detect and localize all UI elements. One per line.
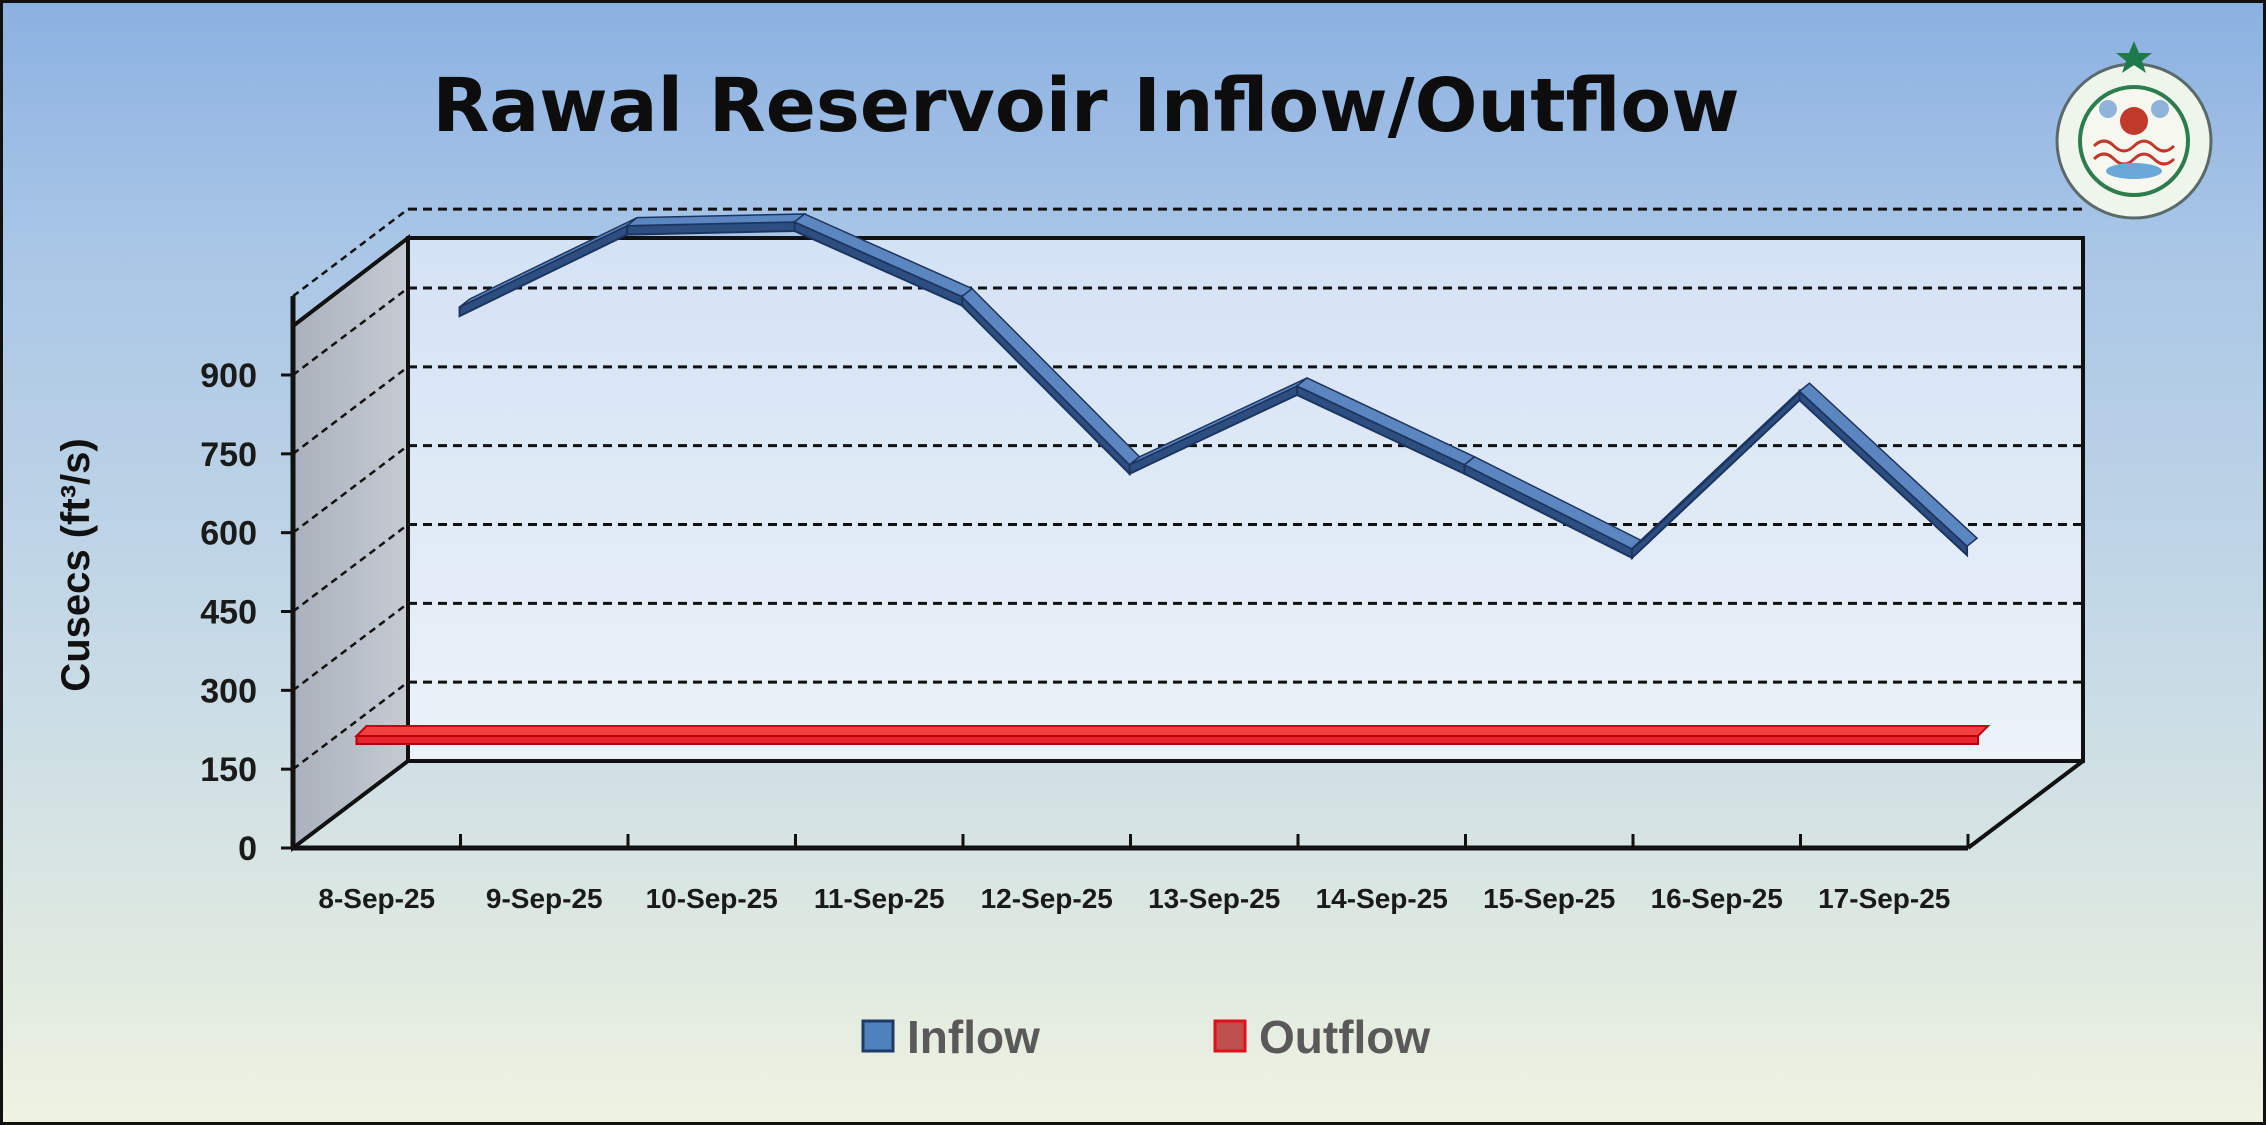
- y-tick-label: 450: [200, 594, 257, 632]
- y-axis-label: Cusecs (ft³/s): [54, 438, 98, 691]
- grid-diagonal: [292, 602, 409, 692]
- y-tick-label: 150: [200, 751, 257, 789]
- gridlines: [292, 207, 2083, 771]
- grid-diagonal: [292, 681, 409, 771]
- legend-swatch-inflow: [861, 1019, 895, 1053]
- x-tick-label: 13-Sep-25: [1148, 883, 1280, 914]
- x-tick-label: 8-Sep-25: [318, 883, 435, 914]
- side-wall: [291, 233, 410, 853]
- x-tick-label: 15-Sep-25: [1483, 883, 1615, 914]
- grid-diagonal: [292, 523, 409, 613]
- y-tick-label: 750: [200, 436, 257, 474]
- x-tick-label: 17-Sep-25: [1818, 883, 1950, 914]
- y-tick-label: 600: [200, 515, 257, 553]
- y-tick-label: 0: [238, 830, 257, 868]
- y-tick-label: 300: [200, 672, 257, 710]
- series-segment-top: [1798, 382, 1979, 548]
- back-wall: [406, 236, 2085, 763]
- grid-diagonal: [292, 208, 409, 298]
- x-tick-label: 11-Sep-25: [814, 883, 945, 914]
- x-tick-labels: 8-Sep-25 9-Sep-25 10-Sep-25 11-Sep-25 12-Sep…: [318, 834, 1970, 914]
- x-tick-label: 12-Sep-25: [981, 883, 1113, 914]
- legend-label-outflow: Outflow: [1259, 1011, 1430, 1063]
- y-tick-label: 900: [200, 357, 257, 395]
- chart-area: 0 150 300 450 600 750 900 8-Sep-25 9-Sep-25 10-S…: [54, 41, 2213, 1063]
- x-tick-label: 9-Sep-25: [486, 883, 603, 914]
- x-tick-label: 10-Sep-25: [646, 883, 778, 914]
- chart-title: Rawal Reservoir Inflow/Outflow: [432, 63, 1740, 149]
- legend: Inflow Outflow: [861, 1011, 1430, 1063]
- grid-diagonal: [292, 287, 409, 376]
- grid-diagonal: [292, 444, 409, 534]
- outflow-ribbon-top: [354, 725, 1991, 737]
- pmd-logo: [2055, 41, 2213, 220]
- y-tick-labels: 0 150 300 450 600 750 900: [200, 357, 293, 868]
- outflow-ribbon-face: [355, 735, 1979, 745]
- legend-label-inflow: Inflow: [907, 1011, 1040, 1063]
- x-tick-label: 16-Sep-25: [1651, 883, 1783, 914]
- grid-diagonal: [292, 365, 409, 455]
- x-tick-label: 14-Sep-25: [1316, 883, 1448, 914]
- floor-edge: [1966, 759, 2085, 850]
- inflow-series: [458, 213, 1979, 561]
- outflow-series: [354, 725, 1991, 745]
- legend-swatch-outflow: [1213, 1019, 1247, 1053]
